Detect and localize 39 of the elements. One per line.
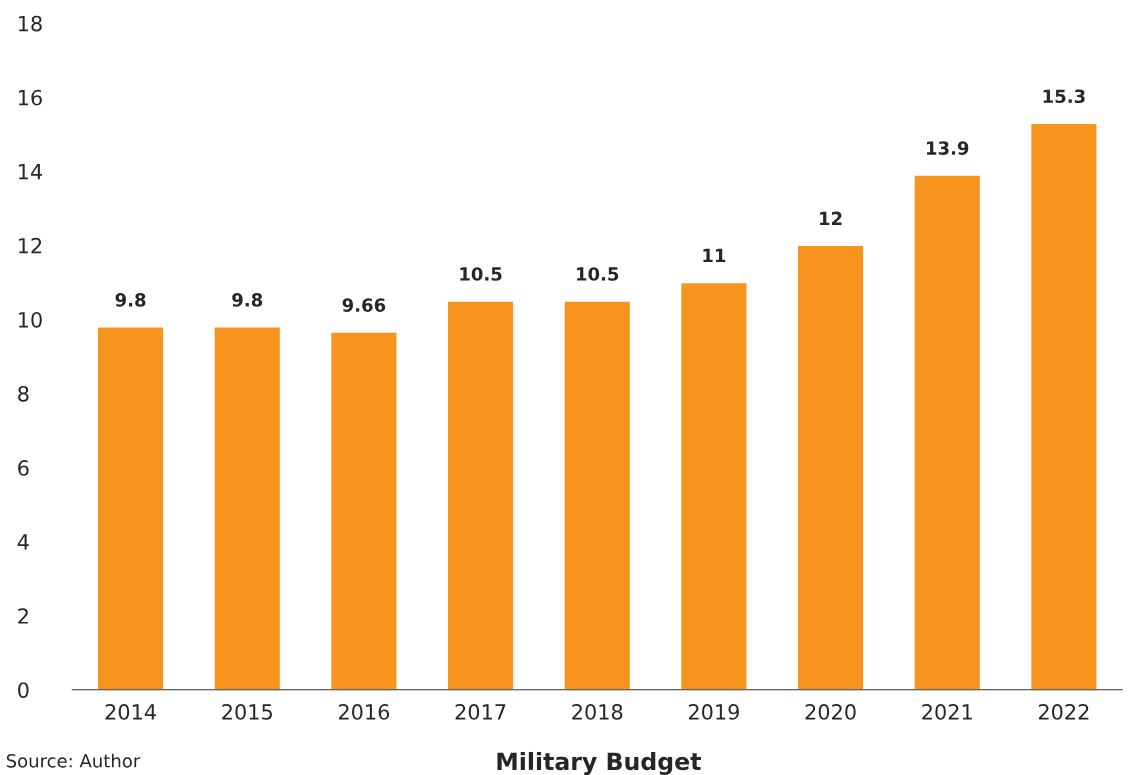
x-tick-label: 2022 bbox=[1038, 704, 1089, 720]
bar bbox=[96, 326, 165, 690]
data-label: 11 bbox=[703, 248, 726, 263]
data-label: 9.8 bbox=[115, 293, 146, 307]
x-tick-label: 2021 bbox=[922, 704, 972, 720]
y-tick-label: 10 bbox=[18, 311, 42, 328]
x-tick-label: 2019 bbox=[688, 704, 739, 720]
y-tick-label: 0 bbox=[18, 682, 29, 698]
data-label: 15.3 bbox=[1043, 89, 1085, 104]
x-tick-label: 2015 bbox=[222, 704, 272, 720]
data-label: 9.8 bbox=[232, 293, 263, 307]
y-tick-label: 12 bbox=[18, 237, 42, 254]
y-tick-label: 8 bbox=[18, 385, 29, 402]
y-tick-label: 2 bbox=[18, 608, 28, 624]
bar bbox=[446, 300, 515, 690]
source-note: Source: Author bbox=[6, 753, 141, 768]
data-label: 10.5 bbox=[460, 267, 502, 281]
y-tick-label: 6 bbox=[18, 460, 29, 476]
bar bbox=[796, 244, 865, 690]
bar bbox=[329, 331, 398, 690]
y-tick-label: 4 bbox=[17, 534, 29, 550]
bar bbox=[213, 326, 282, 690]
x-tick-label: 2018 bbox=[572, 704, 623, 720]
x-tick-label: 2014 bbox=[105, 704, 156, 720]
data-label: 13.9 bbox=[926, 141, 969, 155]
bar bbox=[1029, 122, 1098, 690]
text: Military Budget bbox=[497, 751, 701, 775]
data-label: 10.5 bbox=[577, 267, 619, 281]
data-label: 9.66 bbox=[342, 298, 386, 312]
bar bbox=[679, 281, 748, 690]
x-tick-label: 2017 bbox=[455, 704, 506, 720]
y-tick-label: 18 bbox=[18, 15, 42, 32]
y-tick-label: 14 bbox=[18, 164, 43, 180]
bar bbox=[563, 300, 632, 690]
x-tick-label: 2016 bbox=[338, 704, 390, 720]
data-label: 12 bbox=[820, 211, 842, 225]
bar bbox=[913, 174, 982, 690]
y-tick-label: 16 bbox=[18, 89, 42, 106]
x-tick-label: 2020 bbox=[805, 704, 856, 720]
